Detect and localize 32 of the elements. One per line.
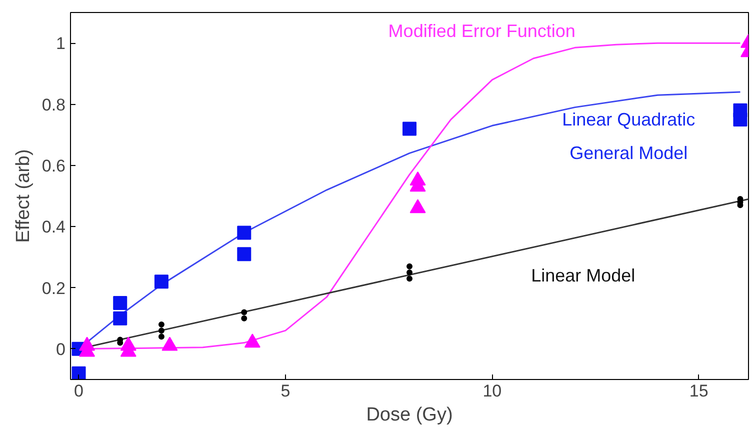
point bbox=[72, 366, 86, 380]
x-axis-title: Dose (Gy) bbox=[366, 404, 453, 426]
x-tick-label: 0 bbox=[74, 382, 84, 400]
y-tick-label: 0.4 bbox=[42, 218, 66, 237]
point bbox=[241, 315, 248, 322]
point bbox=[237, 226, 252, 240]
point bbox=[406, 276, 412, 282]
annotation: Modified Error Function bbox=[388, 20, 576, 41]
x-tick-label: 5 bbox=[280, 382, 290, 400]
point bbox=[406, 269, 412, 276]
point bbox=[237, 247, 252, 262]
y-tick-label: 0.2 bbox=[42, 278, 66, 298]
point bbox=[406, 263, 412, 270]
point bbox=[158, 321, 164, 328]
x-tick-label: 10 bbox=[482, 382, 502, 400]
point bbox=[154, 274, 168, 289]
x-tick-label: 15 bbox=[689, 382, 708, 400]
point bbox=[113, 311, 128, 326]
point bbox=[402, 122, 416, 136]
point bbox=[158, 328, 164, 334]
point bbox=[733, 112, 748, 127]
y-tick-label: 0.6 bbox=[42, 156, 66, 176]
y-tick-label: 0 bbox=[56, 340, 66, 359]
point bbox=[241, 309, 248, 316]
annotation: Linear Model bbox=[531, 266, 636, 286]
point bbox=[113, 296, 128, 310]
annotation: Linear Quadratic bbox=[562, 110, 696, 130]
y-tick-label: 0.8 bbox=[42, 95, 66, 114]
point bbox=[158, 334, 164, 340]
y-tick-label: 1 bbox=[56, 34, 66, 54]
annotation: General Model bbox=[570, 143, 688, 164]
y-axis-title: Effect (arb) bbox=[12, 149, 34, 243]
